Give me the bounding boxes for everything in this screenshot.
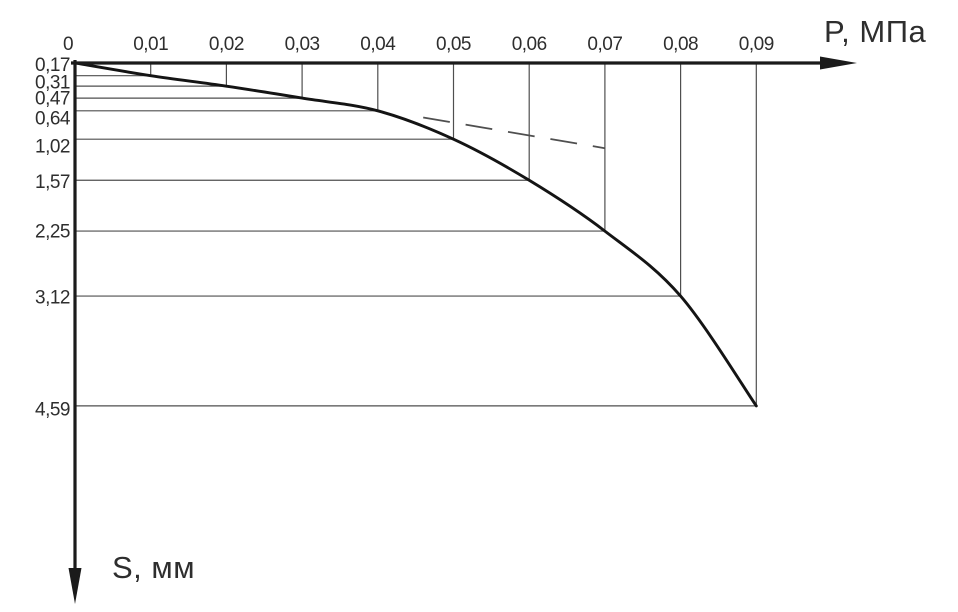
x-tick-label: 0,05 (436, 34, 471, 55)
y-tick-label: 0,47 (35, 89, 70, 110)
y-tick-label: 1,57 (35, 172, 70, 193)
x-axis-arrow-icon (820, 56, 857, 70)
x-axis-title: P, МПа (824, 14, 927, 49)
y-axis (68, 60, 82, 604)
y-axis-title: S, мм (112, 550, 195, 585)
x-tick-label: 0,03 (285, 34, 320, 55)
y-tick-label: 3,12 (35, 288, 70, 309)
x-tick-label: 0,09 (739, 34, 774, 55)
settlement-curve (73, 61, 758, 408)
y-tick-label: 2,25 (35, 222, 70, 243)
x-tick-label: 0,04 (360, 34, 396, 55)
x-tick-label: 0,06 (512, 34, 547, 55)
x-tick-label: 0,07 (587, 34, 622, 55)
x-tick-label: 0 (63, 34, 73, 55)
x-axis (71, 56, 857, 70)
y-tick-label: 0,17 (35, 55, 70, 76)
y-tick-label: 1,02 (35, 137, 70, 158)
x-tick-label: 0,08 (663, 34, 698, 55)
y-tick-labels: 0,170,310,470,64 1,02 1,57 2,25 3,12 4,59 (35, 55, 71, 420)
y-tick-label: 0,64 (35, 108, 71, 129)
x-tick-label: 0,01 (133, 34, 168, 55)
y-tick-label: 0,31 (35, 73, 70, 94)
x-tick-label: 0,02 (209, 34, 244, 55)
y-tick-label: 4,59 (35, 399, 70, 420)
x-tick-labels: 0 0,01 0,02 0,03 0,04 0,05 0,06 0,07 0,08 0,09 (63, 34, 774, 55)
y-axis-arrow-icon (68, 568, 82, 604)
dashed-extension-line (423, 116, 606, 150)
grid-lines (75, 63, 757, 407)
